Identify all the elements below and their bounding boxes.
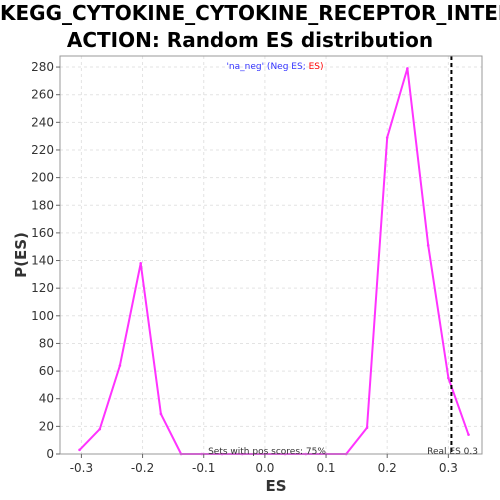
y-tick-label: 140 (31, 254, 54, 268)
data-point (159, 412, 163, 416)
legend-suffix: ES) (309, 62, 324, 72)
plot-frame (59, 55, 483, 455)
data-point (118, 364, 122, 367)
chart-title-line-2: ACTION: Random ES distribution (66, 28, 434, 52)
data-point (78, 448, 81, 452)
x-tick-label: -0.1 (192, 461, 215, 475)
x-axis-label: ES (265, 477, 286, 495)
y-axis-label: P(ES) (12, 232, 30, 278)
legend-text: 'na_neg' (Neg ES; ES) (226, 62, 323, 72)
x-tick-label: -0.2 (131, 461, 154, 475)
y-tick-label: 120 (31, 281, 54, 295)
chart-title: KEGG_CYTOKINE_CYTOKINE_RECEPTOR_INTER AC… (0, 0, 500, 54)
data-point (447, 376, 450, 380)
data-point (365, 426, 369, 430)
y-tick-label: 220 (31, 143, 54, 157)
real-es-annotation: Real ES 0.3 (427, 447, 478, 457)
data-point (385, 136, 389, 139)
x-tick-label: 0.1 (316, 461, 335, 475)
chart-title-line-1: KEGG_CYTOKINE_CYTOKINE_RECEPTOR_INTER (0, 1, 500, 25)
data-point (426, 244, 430, 247)
x-axis-ticks: -0.3 -0.2 -0.1 0.0 0.1 0.2 0.3 (70, 454, 458, 475)
legend-prefix: 'na_neg' (Neg ES (226, 62, 303, 72)
y-tick-label: 240 (31, 115, 54, 129)
data-point (139, 261, 143, 265)
y-tick-label: 160 (31, 226, 54, 240)
y-tick-label: 180 (31, 198, 54, 212)
legend-separator: ; (303, 62, 309, 72)
y-tick-label: 80 (39, 336, 54, 350)
y-tick-label: 60 (39, 364, 54, 378)
y-tick-label: 40 (39, 392, 54, 406)
data-point (98, 427, 102, 431)
y-tick-label: 100 (31, 309, 54, 323)
y-tick-label: 0 (46, 447, 54, 461)
y-tick-label: 280 (31, 60, 54, 74)
x-tick-label: 0.2 (378, 461, 397, 475)
plot-background (60, 56, 482, 454)
pos-scores-annotation: Sets with pos scores: 75% (208, 447, 326, 457)
data-point (467, 433, 470, 436)
y-tick-label: 200 (31, 171, 54, 185)
x-tick-label: 0.0 (255, 461, 274, 475)
y-tick-label: 260 (31, 88, 54, 102)
x-tick-label: 0.3 (439, 461, 458, 475)
y-axis-ticks: 0 20 40 60 80 100 120 140 160 180 200 220 240 260 280 (31, 60, 60, 461)
x-tick-label: -0.3 (70, 461, 93, 475)
data-point (406, 67, 409, 70)
y-tick-label: 20 (39, 419, 54, 433)
